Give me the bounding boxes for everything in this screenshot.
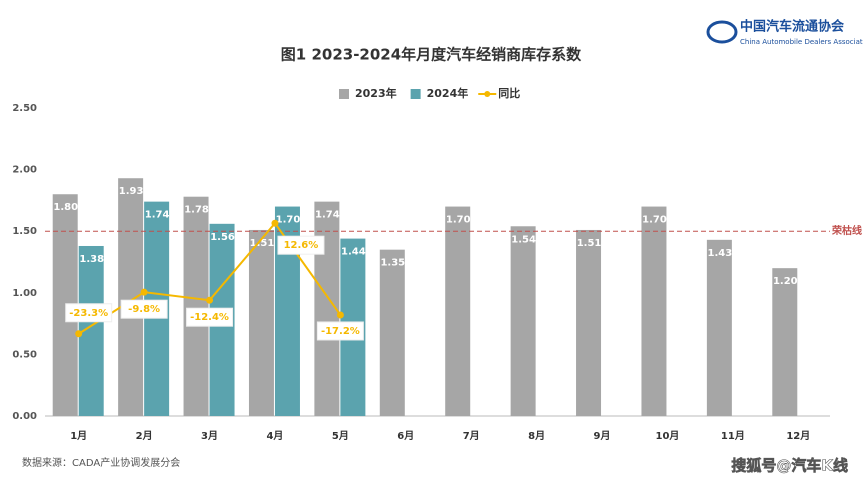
x-tick-label: 4月: [266, 430, 283, 442]
legend-label: 2024年: [427, 86, 469, 100]
bar-value-label: 1.93: [119, 186, 144, 197]
yoy-label-box: [186, 307, 234, 327]
logo-english: China Automobile Dealers Association: [740, 38, 863, 46]
logo-name: 中国汽车流通协会: [740, 19, 845, 35]
bar: [118, 178, 144, 416]
bar: [248, 229, 274, 416]
y-tick-label: 0.00: [12, 411, 37, 422]
x-tick-label: 8月: [528, 430, 545, 442]
yoy-label-box: [120, 299, 168, 319]
bar-value-label: 1.35: [380, 258, 405, 269]
bar-value-label: 1.74: [315, 210, 340, 221]
chart-title: 图1 2023-2024年月度汽车经销商库存系数: [281, 46, 582, 64]
source: 数据来源：CADA产业协调发展分会: [22, 456, 180, 469]
x-tick-label: 3月: [201, 430, 218, 442]
legend-swatch: [339, 89, 349, 99]
bar-value-label: 1.20: [773, 276, 798, 287]
legend-label: 同比: [498, 86, 520, 100]
y-tick-label: 2.00: [12, 165, 37, 176]
bar-value-label: 1.80: [53, 202, 78, 213]
bar: [772, 268, 798, 416]
legend-label: 2023年: [355, 86, 397, 100]
logo-icon: [706, 20, 738, 44]
x-tick-label: 7月: [463, 430, 480, 442]
x-tick-label: 5月: [332, 430, 349, 442]
bar-value-label: 1.54: [511, 234, 536, 245]
x-tick-label: 11月: [721, 430, 745, 442]
yoy-label-box: [65, 303, 113, 323]
yoy-point: [75, 330, 83, 338]
bar-value-label: 1.38: [79, 254, 104, 265]
yoy-point: [140, 288, 148, 296]
y-tick-label: 1.00: [12, 288, 37, 299]
x-tick-label: 6月: [397, 430, 414, 442]
y-tick-label: 0.50: [12, 349, 37, 360]
legend-swatch: [410, 89, 421, 99]
bar-value-label: 1.70: [642, 215, 667, 226]
x-tick-label: 9月: [594, 430, 611, 442]
y-tick-label: 2.50: [12, 103, 37, 114]
bar: [183, 196, 209, 416]
bar-value-label: 1.43: [708, 248, 733, 259]
x-tick-label: 2月: [136, 430, 153, 442]
bar: [641, 206, 667, 416]
bar-value-label: 1.51: [250, 238, 275, 249]
yoy-label: -9.8%: [128, 304, 160, 315]
watermark: 搜狐号@汽车K线: [731, 457, 848, 475]
yoy-point: [206, 296, 214, 304]
yoy-label-box: [277, 235, 325, 255]
x-tick-label: 1月: [70, 430, 87, 442]
bar: [445, 206, 471, 416]
reference-label: 荣枯线: [831, 224, 862, 237]
bar-value-label: 1.56: [210, 232, 235, 243]
bar: [510, 226, 536, 416]
y-tick-label: 1.50: [12, 226, 37, 237]
x-tick-label: 12月: [786, 430, 810, 442]
yoy-label: -12.4%: [190, 312, 229, 323]
yoy-label: -23.3%: [69, 308, 108, 319]
bar-value-label: 1.51: [577, 238, 602, 249]
yoy-label: 12.6%: [284, 240, 319, 251]
bar-value-label: 1.70: [446, 215, 471, 226]
yoy-label: -17.2%: [321, 326, 360, 337]
yoy-label-box: [316, 321, 364, 341]
bar-value-label: 1.70: [276, 215, 301, 226]
bar: [576, 229, 602, 416]
bar-value-label: 1.74: [145, 210, 170, 221]
legend-dot: [484, 91, 491, 97]
bar-value-label: 1.44: [341, 247, 366, 258]
bar: [379, 249, 405, 416]
x-tick-label: 10月: [655, 430, 679, 442]
yoy-point: [271, 219, 279, 227]
bar: [706, 239, 732, 416]
yoy-point: [336, 311, 344, 319]
bar-value-label: 1.78: [184, 205, 209, 216]
